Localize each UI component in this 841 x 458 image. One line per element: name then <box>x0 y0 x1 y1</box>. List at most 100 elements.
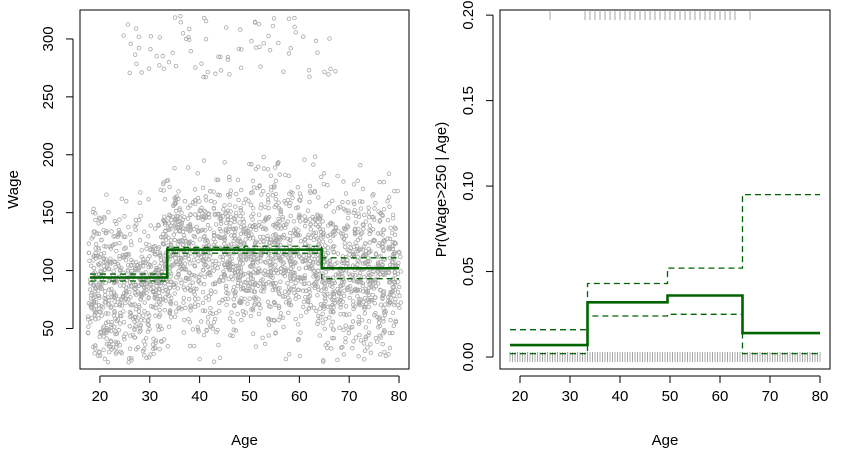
data-point <box>360 247 366 252</box>
data-point <box>345 224 351 230</box>
data-point <box>172 165 177 171</box>
data-point <box>203 74 208 80</box>
x-tick-label: 50 <box>662 388 679 405</box>
data-point <box>376 316 381 321</box>
data-point <box>173 309 179 314</box>
data-point <box>332 280 337 285</box>
data-point <box>209 324 214 329</box>
data-point <box>273 233 278 238</box>
data-point <box>363 289 369 294</box>
data-point <box>216 177 221 183</box>
data-point <box>352 201 357 207</box>
data-point <box>151 351 156 357</box>
data-point <box>203 37 209 42</box>
data-point <box>177 225 182 231</box>
data-point <box>290 190 295 196</box>
data-point <box>386 244 391 249</box>
data-point <box>207 266 212 271</box>
data-point <box>143 260 148 266</box>
data-point <box>308 227 314 232</box>
data-point <box>238 213 243 219</box>
data-point <box>187 37 192 43</box>
data-point <box>195 324 200 330</box>
data-point <box>91 254 96 259</box>
data-point <box>343 323 348 328</box>
y-tick-label: 300 <box>40 26 57 51</box>
data-point <box>327 294 332 299</box>
data-point <box>372 206 377 211</box>
data-point <box>116 227 122 233</box>
data-point <box>197 237 203 242</box>
data-point <box>287 191 292 197</box>
data-point <box>298 330 303 335</box>
data-point <box>343 191 349 196</box>
data-point <box>276 303 282 309</box>
x-tick-label: 60 <box>712 388 729 405</box>
data-point <box>308 302 313 308</box>
data-point <box>86 250 92 256</box>
data-point <box>136 309 142 314</box>
data-point <box>260 335 265 341</box>
data-point <box>283 300 289 305</box>
data-point <box>238 260 243 265</box>
data-point <box>291 261 297 266</box>
data-point <box>239 269 244 274</box>
data-point <box>172 261 177 266</box>
data-point <box>88 296 94 301</box>
data-point <box>393 226 398 232</box>
data-point <box>207 226 213 232</box>
data-point <box>311 253 316 258</box>
data-point <box>341 352 347 357</box>
data-point <box>102 300 107 305</box>
data-point <box>162 308 167 313</box>
data-point <box>300 276 305 281</box>
data-point <box>121 33 126 38</box>
data-point <box>368 229 373 234</box>
data-point <box>142 229 147 234</box>
data-point <box>161 188 166 193</box>
data-point <box>181 330 186 335</box>
data-point <box>225 57 231 62</box>
data-point <box>380 212 385 218</box>
data-point <box>186 205 191 211</box>
data-point <box>247 263 253 269</box>
data-point <box>101 250 107 256</box>
data-point <box>378 287 383 293</box>
data-point <box>338 345 344 350</box>
data-point <box>182 317 187 323</box>
data-point <box>361 341 367 346</box>
data-point <box>366 246 371 252</box>
data-point <box>270 287 275 293</box>
data-point <box>221 271 227 277</box>
data-point <box>180 242 186 248</box>
data-point <box>222 272 228 278</box>
data-point <box>245 283 251 289</box>
data-point <box>168 243 174 248</box>
data-point <box>249 162 254 167</box>
data-point <box>225 291 231 296</box>
data-point <box>216 54 221 59</box>
data-point <box>320 278 326 284</box>
data-point <box>157 312 163 317</box>
data-point <box>273 302 278 307</box>
data-point <box>113 302 119 308</box>
data-point <box>234 191 239 197</box>
data-point <box>104 192 109 197</box>
data-point <box>232 227 237 232</box>
data-point <box>351 278 356 284</box>
x-tick-label: 40 <box>191 388 208 405</box>
data-point <box>176 189 181 194</box>
data-point <box>121 234 127 239</box>
data-point <box>96 306 102 312</box>
data-point <box>376 243 381 248</box>
data-point <box>392 252 397 257</box>
data-point <box>136 303 142 308</box>
data-point <box>138 322 144 328</box>
data-point <box>128 333 133 338</box>
data-point <box>328 309 334 314</box>
data-point <box>381 227 386 232</box>
data-point <box>215 265 220 271</box>
data-point <box>323 343 328 348</box>
data-point <box>371 269 376 274</box>
data-point <box>181 242 186 247</box>
